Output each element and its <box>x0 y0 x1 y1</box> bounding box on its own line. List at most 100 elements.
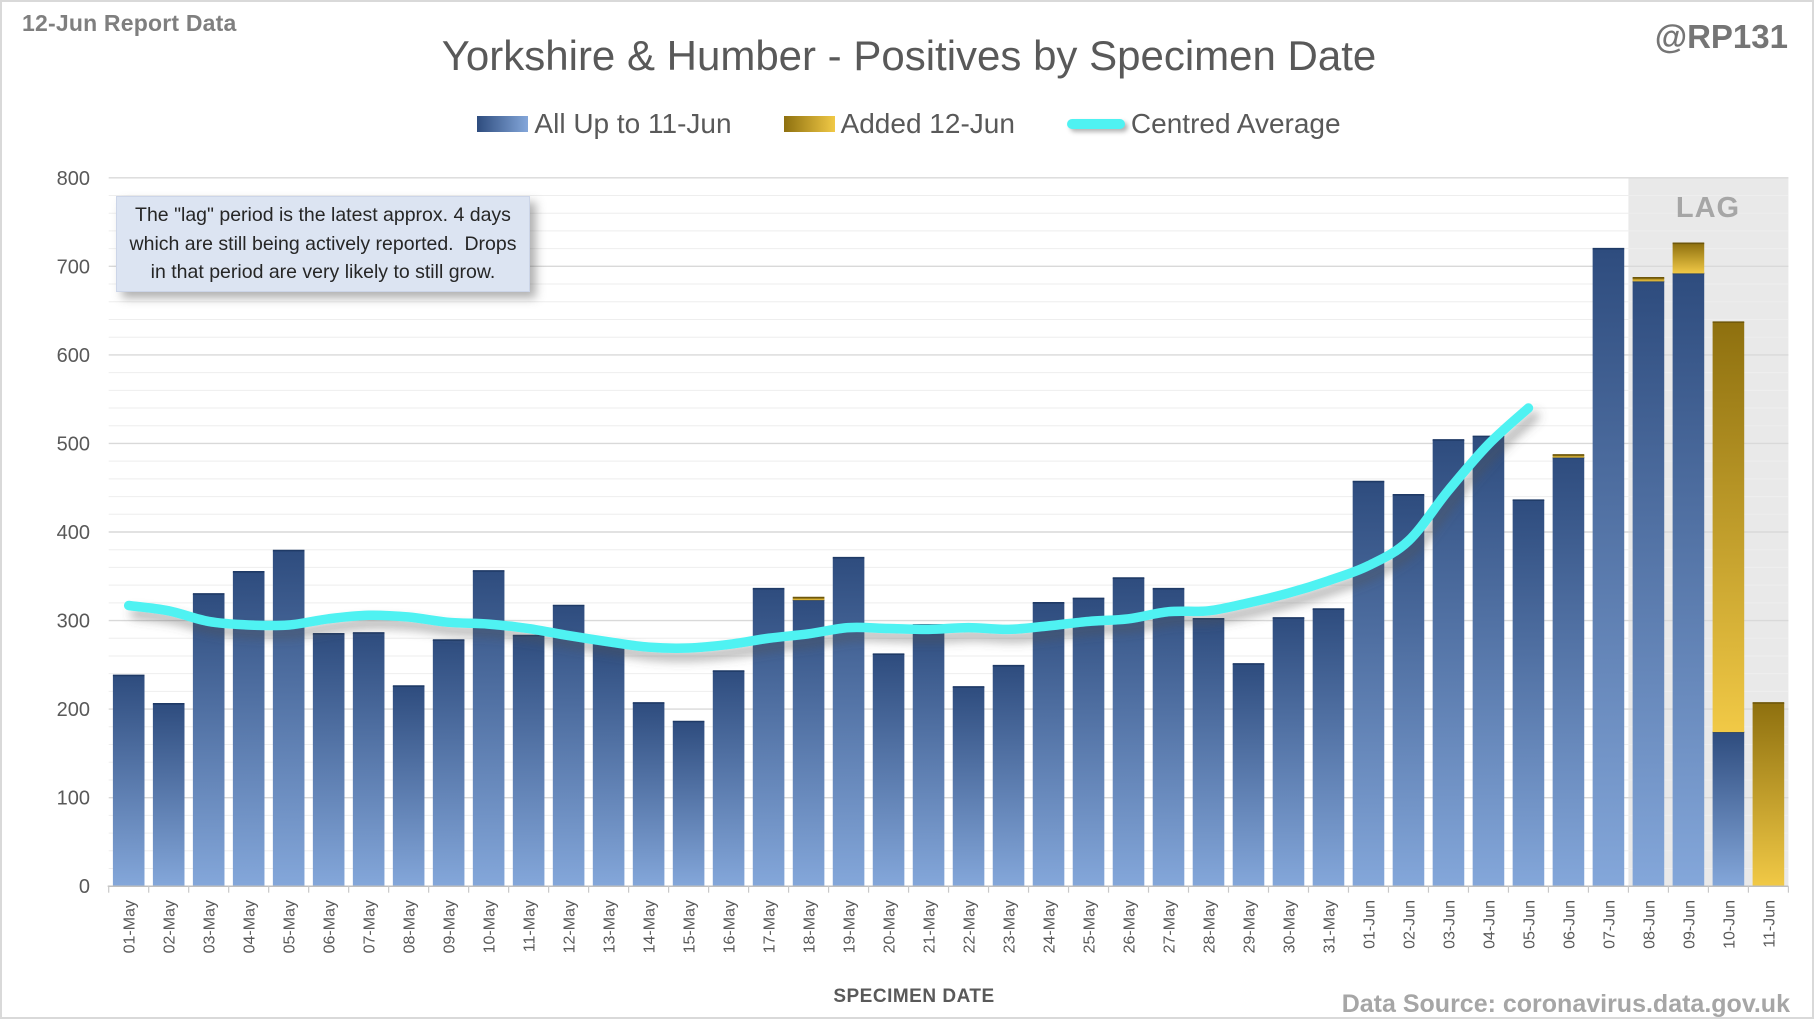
x-tick-label: 27-May <box>1162 900 1179 953</box>
bar-05-May <box>272 550 305 887</box>
x-tick-label: 05-Jun <box>1521 900 1538 949</box>
x-tick-label: 11-May <box>522 900 539 952</box>
bar-10-Jun <box>1712 732 1745 887</box>
bar-01-Jun <box>1352 481 1385 887</box>
bar-16-May <box>712 671 745 887</box>
x-tick-label: 30-May <box>1281 900 1298 953</box>
x-tick-label: 09-Jun <box>1681 900 1698 949</box>
annotation-text-line: which are still being actively reported.… <box>129 232 517 255</box>
lag-band-label: LAG <box>1675 192 1741 224</box>
y-tick-label: 0 <box>79 876 90 898</box>
y-tick-label: 300 <box>57 611 90 633</box>
legend-swatch-blue-bar-icon <box>477 116 529 132</box>
x-tick-label: 08-Jun <box>1641 900 1658 949</box>
x-tick-label: 16-May <box>722 900 739 953</box>
x-axis-title: SPECIMEN DATE <box>833 986 995 1007</box>
legend-label: All Up to 11-Jun <box>534 108 732 139</box>
report-date-label: 12-Jun Report Data <box>22 10 237 36</box>
chart-legend: All Up to 11-Jun Added 12-Jun Centred Av… <box>2 108 1816 140</box>
bar-added-10-Jun <box>1712 322 1745 733</box>
bar-08-Jun <box>1632 281 1665 887</box>
legend-swatch-cyan-line-icon <box>1066 119 1125 129</box>
x-tick-label: 12-May <box>562 900 579 953</box>
bar-06-May <box>312 633 345 887</box>
x-tick-label: 07-Jun <box>1601 900 1618 949</box>
bar-03-May <box>192 593 225 887</box>
bar-added-11-Jun <box>1752 702 1785 887</box>
x-tick-label: 08-May <box>402 900 419 953</box>
bar-added-06-Jun <box>1552 454 1585 458</box>
bar-added-09-Jun <box>1672 243 1705 274</box>
x-tick-label: 06-May <box>322 900 339 953</box>
bar-19-May <box>832 557 865 887</box>
x-tick-label: 02-May <box>162 900 179 953</box>
bars <box>112 242 1785 887</box>
bar-added-08-Jun <box>1632 277 1665 282</box>
x-tick-label: 29-May <box>1241 900 1258 953</box>
bar-31-May <box>1312 609 1345 887</box>
bar-11-May <box>512 635 545 887</box>
bar-07-May <box>352 632 385 887</box>
x-tick-label: 02-Jun <box>1401 900 1418 949</box>
x-tick-label: 20-May <box>882 900 899 953</box>
bar-04-Jun <box>1472 436 1505 887</box>
x-tick-label: 05-May <box>282 900 299 953</box>
bar-05-Jun <box>1512 500 1545 887</box>
bar-10-May <box>472 570 505 887</box>
bar-27-May <box>1152 588 1185 887</box>
x-tick-label: 25-May <box>1082 900 1099 953</box>
bar-20-May <box>872 654 905 887</box>
x-tick-label: 11-Jun <box>1761 900 1778 948</box>
bar-07-Jun <box>1592 248 1625 887</box>
x-tick-label: 23-May <box>1002 900 1019 953</box>
bar-02-May <box>152 703 185 887</box>
bar-04-May <box>232 571 265 887</box>
x-tick-label: 17-May <box>762 900 779 953</box>
bar-22-May <box>952 686 985 887</box>
bar-25-May <box>1072 598 1105 887</box>
bar-09-Jun <box>1672 273 1705 887</box>
x-tick-label: 13-May <box>602 900 619 953</box>
bar-09-May <box>432 640 465 887</box>
y-tick-label: 400 <box>57 522 90 544</box>
bar-30-May <box>1272 617 1305 887</box>
x-tick-label: 03-Jun <box>1441 900 1458 949</box>
x-tick-label: 01-May <box>122 900 139 953</box>
bar-28-May <box>1192 618 1225 887</box>
bar-29-May <box>1232 663 1265 887</box>
x-tick-label: 28-May <box>1202 900 1219 953</box>
bar-26-May <box>1112 578 1145 887</box>
x-tick-label: 14-May <box>642 900 659 953</box>
legend-item-added: Added 12-Jun <box>783 108 1015 140</box>
legend-label: Added 12-Jun <box>840 108 1015 139</box>
legend-item-centred-average: Centred Average <box>1066 108 1341 140</box>
x-tick-label: 22-May <box>962 900 979 953</box>
x-tick-label: 24-May <box>1042 900 1059 953</box>
x-tick-label: 03-May <box>202 900 219 953</box>
y-tick-label: 200 <box>57 699 90 721</box>
lag-annotation-callout: The "lag" period is the latest approx. 4… <box>116 196 530 292</box>
y-tick-label: 800 <box>57 168 90 190</box>
y-tick-label: 700 <box>57 256 90 278</box>
legend-item-all-up-to: All Up to 11-Jun <box>477 108 732 140</box>
x-tick-label: 04-May <box>242 900 259 953</box>
x-tick-label: 26-May <box>1122 900 1139 953</box>
x-tick-label: 04-Jun <box>1481 900 1498 949</box>
author-handle: @RP131 <box>1654 18 1788 55</box>
bar-12-May <box>552 605 585 887</box>
bar-18-May <box>792 600 825 887</box>
bar-added-18-May <box>792 597 825 601</box>
bar-13-May <box>592 643 625 887</box>
bar-15-May <box>672 721 705 887</box>
bar-01-May <box>112 675 145 887</box>
chart-title: Yorkshire & Humber - Positives by Specim… <box>441 32 1377 79</box>
y-tick-label: 500 <box>57 433 90 455</box>
bar-08-May <box>392 686 425 887</box>
x-tick-label: 21-May <box>922 900 939 953</box>
bar-14-May <box>632 702 665 887</box>
x-tick-label: 06-Jun <box>1561 900 1578 949</box>
bar-03-Jun <box>1432 439 1465 887</box>
bar-24-May <box>1032 602 1065 887</box>
